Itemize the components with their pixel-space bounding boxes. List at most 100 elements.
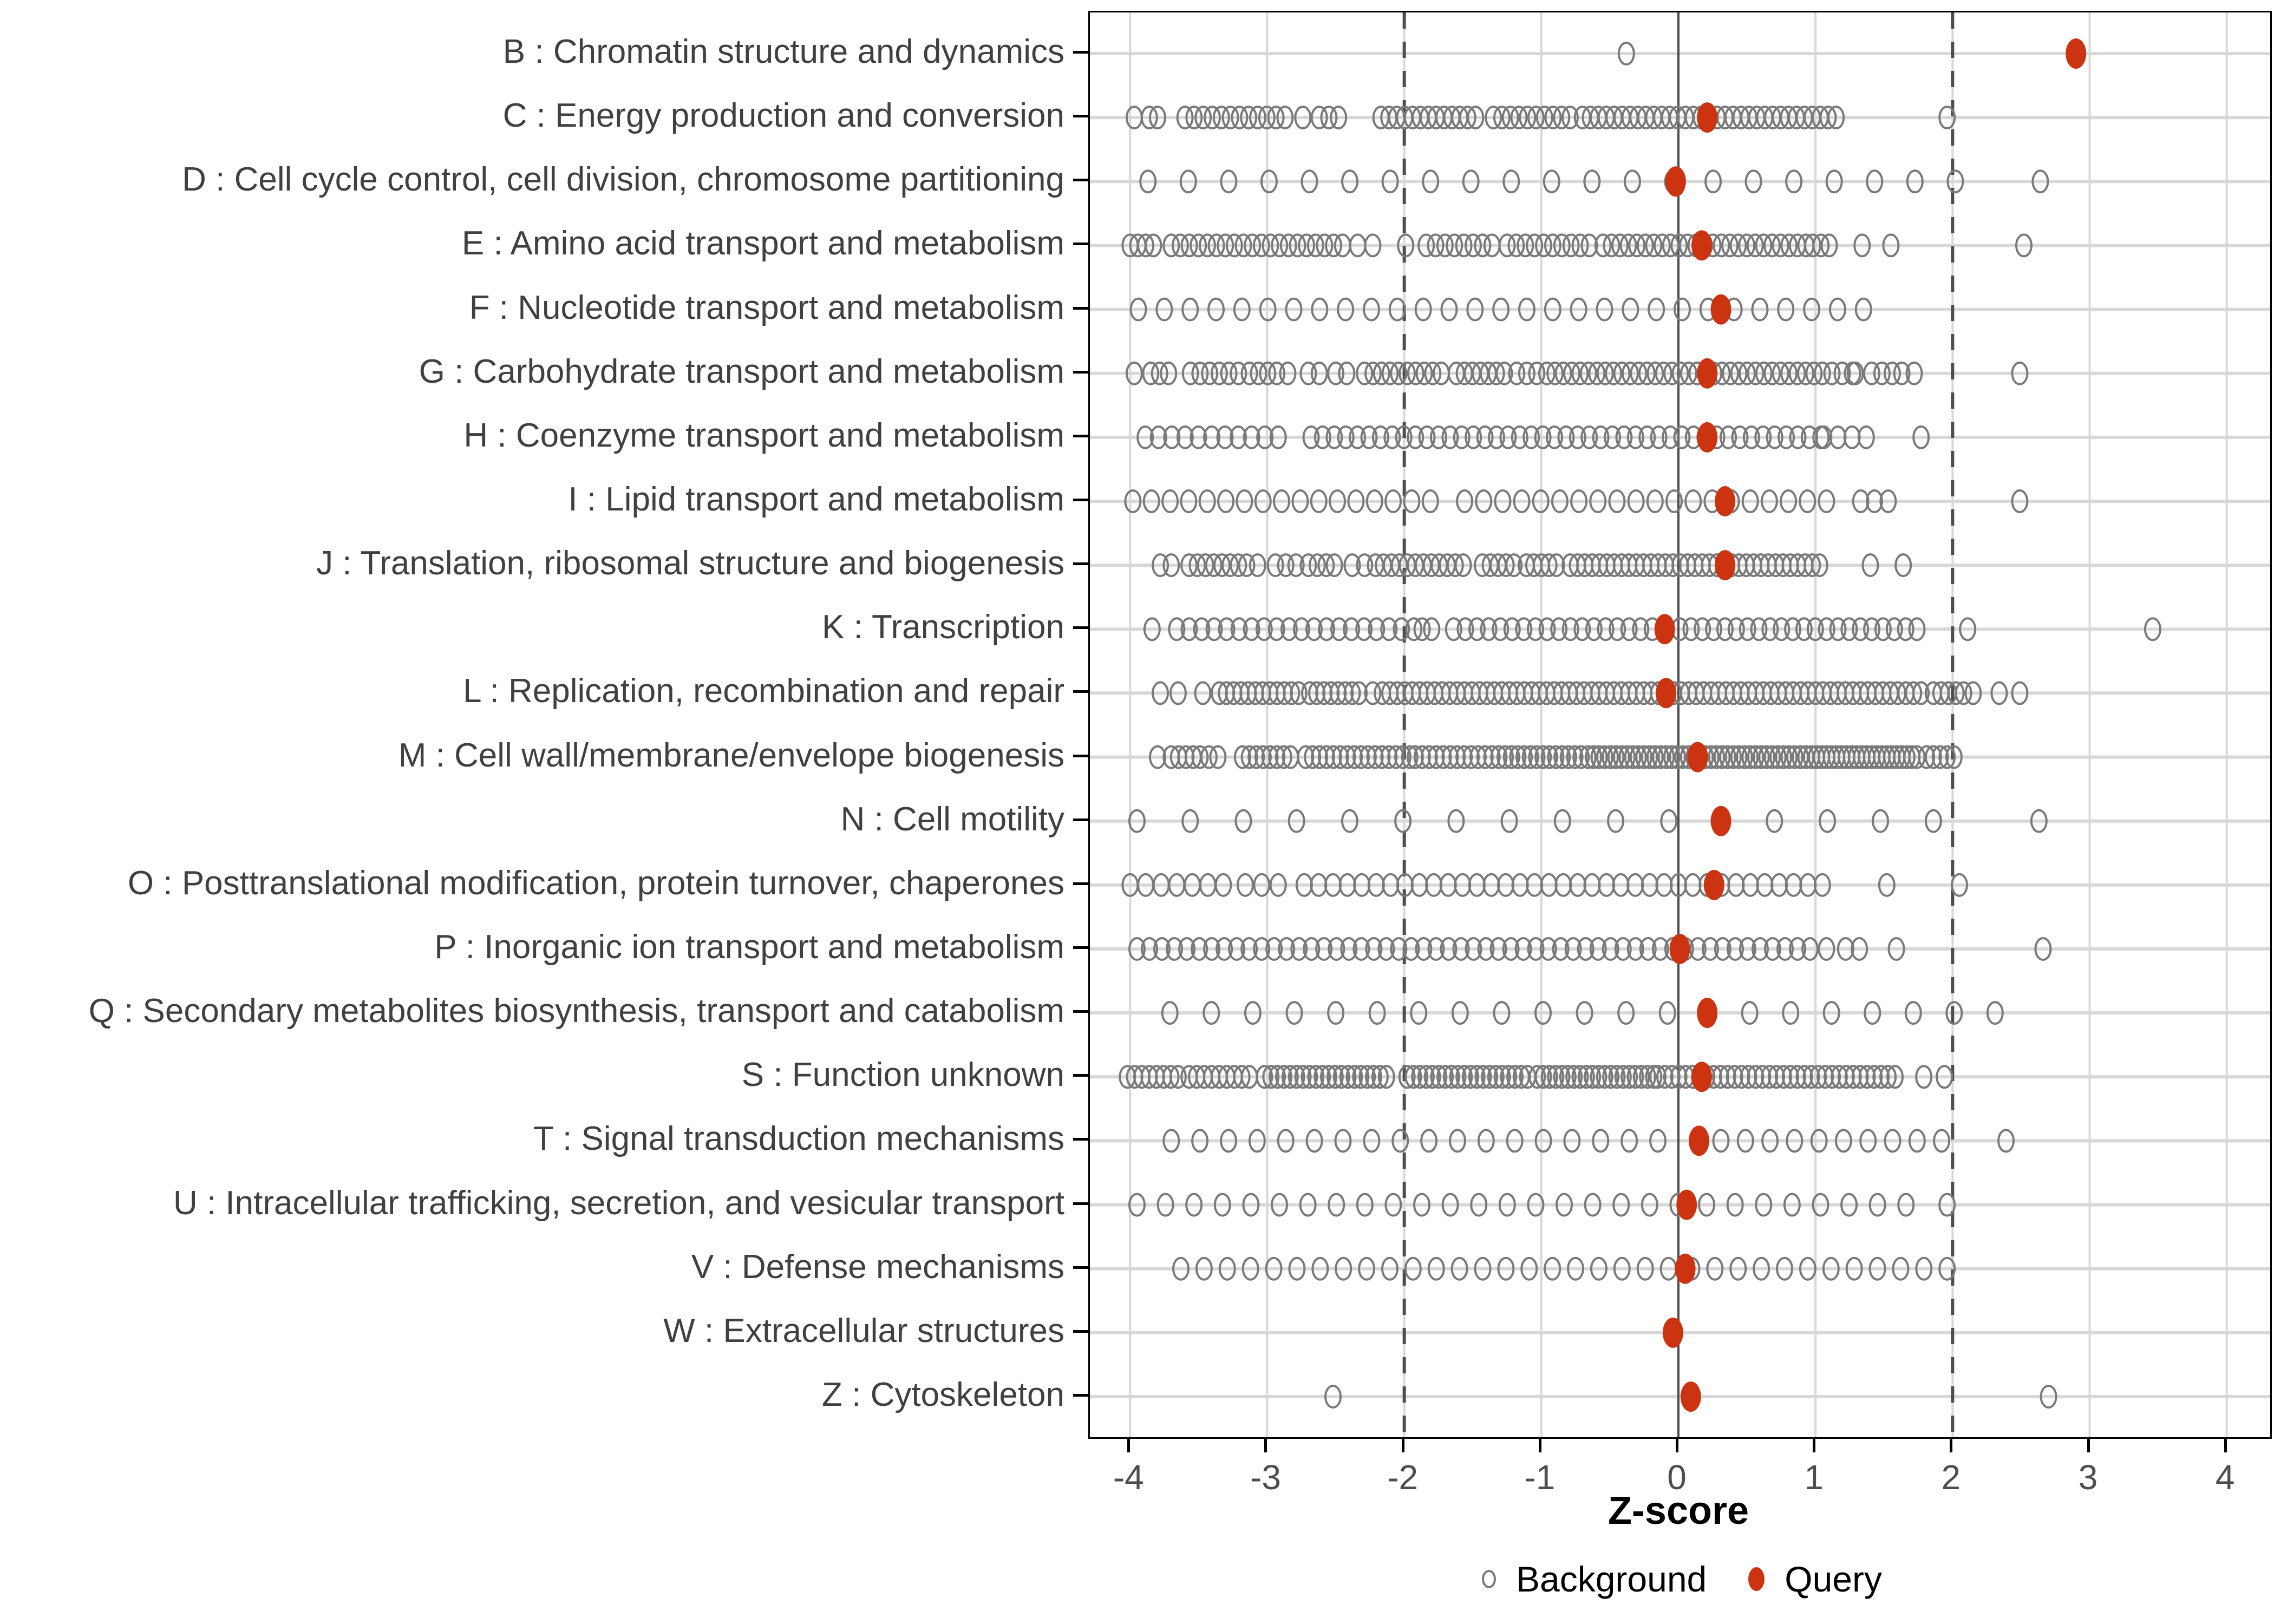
- background-point: [1468, 1065, 1486, 1089]
- background-point: [1718, 745, 1736, 769]
- background-point: [1328, 1193, 1345, 1217]
- background-point: [1663, 361, 1681, 385]
- background-point: [1810, 1129, 1828, 1153]
- background-point: [1415, 937, 1433, 961]
- background-point: [1288, 809, 1305, 833]
- background-point: [1377, 1065, 1395, 1089]
- background-point: [1331, 745, 1349, 769]
- background-point: [1559, 1065, 1577, 1089]
- background-point: [1796, 361, 1814, 385]
- category-label: K : Transcription: [822, 608, 1064, 646]
- background-point: [1689, 937, 1707, 961]
- background-point: [1265, 1256, 1283, 1281]
- background-point: [1806, 617, 1824, 641]
- background-point: [1938, 745, 1956, 769]
- background-point: [1938, 1256, 1956, 1281]
- background-point: [1510, 106, 1528, 130]
- background-point: [1873, 361, 1891, 385]
- background-point: [1731, 425, 1749, 449]
- background-point: [1563, 1129, 1581, 1153]
- background-point: [1250, 361, 1267, 385]
- background-point: [1553, 809, 1571, 833]
- background-point: [1356, 1193, 1374, 1217]
- background-point: [1155, 297, 1173, 322]
- background-point: [1617, 42, 1635, 66]
- background-point: [1746, 233, 1764, 258]
- background-point: [1671, 361, 1689, 385]
- background-point: [1532, 489, 1550, 514]
- background-point: [1830, 1065, 1848, 1089]
- background-point: [1244, 233, 1262, 258]
- background-point: [1230, 617, 1248, 641]
- background-point: [1514, 937, 1532, 961]
- background-point: [1730, 361, 1748, 385]
- query-point: [1654, 614, 1675, 645]
- background-point: [1326, 1065, 1344, 1089]
- background-point: [1325, 553, 1343, 578]
- background-point: [1270, 1193, 1288, 1217]
- background-point: [1218, 617, 1236, 641]
- background-point: [1645, 1065, 1663, 1089]
- background-point: [1310, 361, 1328, 385]
- background-point: [1750, 617, 1768, 641]
- background-point: [1311, 297, 1329, 322]
- background-point: [1358, 1065, 1376, 1089]
- x-tick-label: -4: [1113, 1458, 1144, 1497]
- background-point: [1212, 106, 1230, 130]
- background-point: [1493, 1065, 1511, 1089]
- background-point: [1470, 1193, 1488, 1217]
- background-point: [1543, 169, 1560, 194]
- background-point: [1490, 745, 1508, 769]
- background-point: [1414, 297, 1432, 322]
- background-point: [1571, 361, 1589, 385]
- background-point: [1818, 617, 1835, 641]
- background-point: [1641, 1193, 1658, 1217]
- background-point: [1508, 361, 1526, 385]
- background-point: [1751, 297, 1769, 322]
- background-point: [1420, 1129, 1438, 1153]
- background-point: [1145, 233, 1162, 258]
- background-point: [1733, 1065, 1750, 1089]
- category-label: D : Cell cycle control, cell division, c…: [182, 161, 1064, 199]
- background-point: [1207, 233, 1225, 258]
- background-point: [1775, 745, 1793, 769]
- background-point: [1352, 937, 1370, 961]
- x-tick: [1538, 1437, 1541, 1452]
- background-point: [1228, 937, 1246, 961]
- x-tick-label: -3: [1250, 1458, 1281, 1497]
- background-point: [2015, 233, 2033, 258]
- background-point: [1763, 361, 1781, 385]
- background-point: [1851, 1065, 1869, 1089]
- background-point: [1324, 1385, 1342, 1409]
- background-point: [1381, 169, 1399, 194]
- category-label: P : Inorganic ion transport and metaboli…: [434, 928, 1064, 966]
- background-point: [1577, 1065, 1595, 1089]
- background-point: [1373, 745, 1391, 769]
- background-point: [1680, 361, 1697, 385]
- background-point: [1328, 937, 1345, 961]
- background-point: [1602, 1065, 1620, 1089]
- background-point: [1266, 553, 1284, 578]
- background-point: [1283, 681, 1301, 705]
- background-point: [1741, 745, 1759, 769]
- background-point: [1493, 106, 1511, 130]
- background-point: [1238, 553, 1256, 578]
- background-point: [1234, 233, 1252, 258]
- background-point: [1579, 745, 1597, 769]
- background-point: [1945, 1001, 1963, 1025]
- background-point: [1492, 297, 1510, 322]
- background-point: [1465, 937, 1482, 961]
- background-point: [1191, 361, 1209, 385]
- background-point: [1846, 361, 1864, 385]
- background-point: [1358, 1256, 1376, 1281]
- background-point: [1240, 937, 1258, 961]
- background-point: [1152, 681, 1169, 705]
- background-point: [1786, 1129, 1803, 1153]
- background-point: [1345, 1065, 1363, 1089]
- query-point: [1697, 422, 1718, 453]
- background-point: [1561, 617, 1579, 641]
- background-point: [1535, 233, 1553, 258]
- category-label: H : Coenzyme transport and metabolism: [463, 416, 1064, 454]
- background-point: [1480, 617, 1498, 641]
- background-point: [1399, 361, 1416, 385]
